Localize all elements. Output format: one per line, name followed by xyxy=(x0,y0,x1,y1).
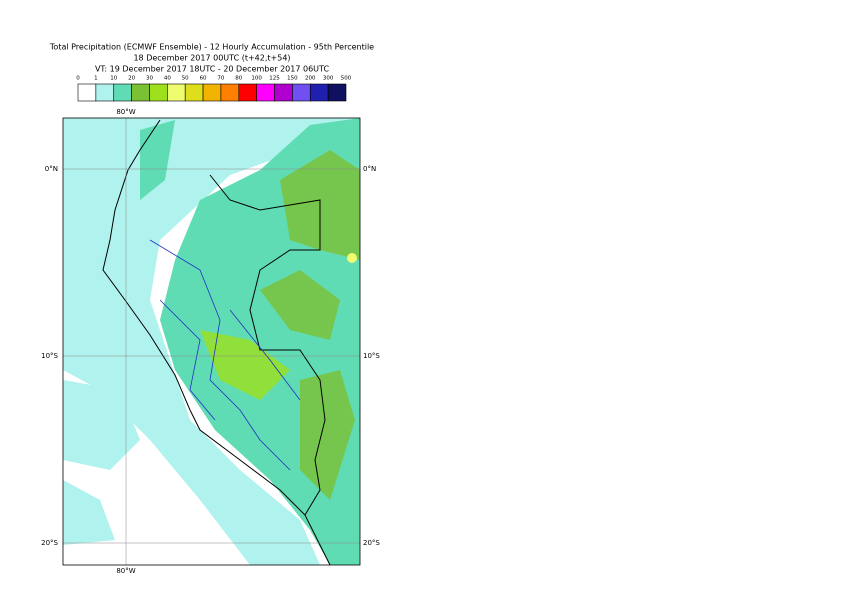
colorbar-label: 200 xyxy=(305,76,316,82)
lat-label: 10°S xyxy=(41,352,58,360)
lat-label: 0°N xyxy=(45,165,58,173)
lat-label: 0°N xyxy=(363,165,376,173)
coastline xyxy=(102,119,331,565)
colorbar-box xyxy=(131,83,150,102)
colorbar-box xyxy=(77,83,97,102)
region-border xyxy=(149,239,301,471)
lon-label: 80°W xyxy=(116,108,135,116)
colorbar-box xyxy=(309,83,329,102)
colorbar-box xyxy=(274,83,293,102)
colorbar-label: 80 xyxy=(235,76,242,82)
colorbar-label: 30 xyxy=(146,76,153,82)
colorbar-label: 50 xyxy=(182,76,189,82)
colorbar-label: 20 xyxy=(128,76,135,82)
teal-precip xyxy=(140,120,175,200)
green-precip xyxy=(260,270,340,340)
colorbar-label: 70 xyxy=(217,76,224,82)
colorbar-label: 0 xyxy=(76,76,80,82)
map-frame xyxy=(62,117,361,566)
colorbar-box xyxy=(292,83,311,102)
lat-label: 20°S xyxy=(363,539,380,547)
colorbar-box xyxy=(202,83,222,102)
colorbar-box xyxy=(167,83,186,102)
colorbar-label: 1 xyxy=(94,76,98,82)
colorbar-box xyxy=(184,83,204,102)
green-precip xyxy=(300,370,355,500)
colorbar-box xyxy=(113,83,132,102)
cyan-precip xyxy=(63,118,260,300)
lon-label: 80°W xyxy=(116,567,135,575)
base-time: 18 December 2017 00UTC (t+42,t+54) xyxy=(133,54,290,63)
colorbar: 0 1 10 20 30 40 50 60 70 80 100 125 150 200 300 500 xyxy=(76,76,352,102)
cyan-precip xyxy=(63,380,140,470)
valid-time: VT: 19 December 2017 18UTC - 20 December… xyxy=(95,65,329,74)
green-precip xyxy=(200,330,290,400)
colorbar-box xyxy=(220,83,240,102)
colorbar-box xyxy=(238,83,257,102)
colorbar-label: 125 xyxy=(269,76,280,82)
colorbar-box xyxy=(256,83,275,102)
colorbar-label: 40 xyxy=(164,76,171,82)
colorbar-label: 150 xyxy=(287,76,298,82)
colorbar-box xyxy=(95,83,115,102)
colorbar-box xyxy=(149,83,168,102)
colorbar-box xyxy=(327,83,347,102)
colorbar-label: 300 xyxy=(323,76,334,82)
map: 80°W 80°W 0°N 0°N 10°S 10°S 20°S 20°S xyxy=(41,108,380,575)
colorbar-label: 10 xyxy=(110,76,117,82)
cyan-precip xyxy=(63,480,115,545)
yellow-precip xyxy=(347,253,357,263)
title: Total Precipitation (ECMWF Ensemble) - 1… xyxy=(49,43,374,52)
lat-label: 10°S xyxy=(363,352,380,360)
colorbar-label: 60 xyxy=(200,76,207,82)
colorbar-label: 500 xyxy=(341,76,352,82)
border xyxy=(209,174,326,516)
colorbar-label: 100 xyxy=(251,76,262,82)
lat-label: 20°S xyxy=(41,539,58,547)
